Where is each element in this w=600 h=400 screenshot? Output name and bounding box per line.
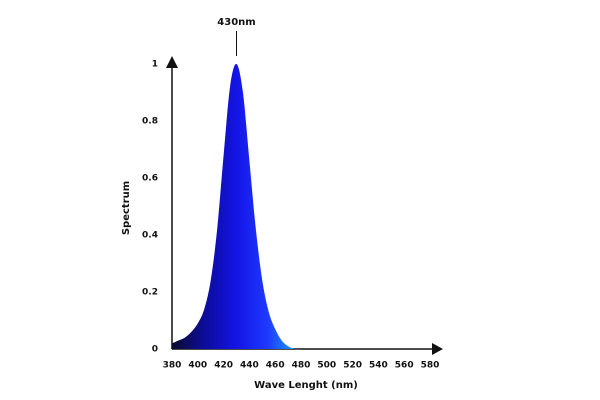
annotation: 430nm bbox=[217, 17, 255, 28]
y-tick-label: 0.6 bbox=[142, 174, 158, 184]
y-axis-arrow bbox=[166, 56, 178, 68]
y-tick-label: 1 bbox=[152, 60, 158, 70]
x-tick-label: 380 bbox=[163, 361, 182, 371]
x-tick-label: 500 bbox=[317, 361, 336, 371]
y-tick-label: 0.4 bbox=[142, 231, 158, 241]
y-axis-label: Spectrum bbox=[121, 181, 132, 235]
x-tick-label: 420 bbox=[214, 361, 233, 371]
x-axis-label: Wave Lenght (nm) bbox=[254, 380, 358, 391]
spectrum-area bbox=[172, 63, 301, 350]
y-tick-label: 0 bbox=[152, 345, 158, 355]
x-tick-label: 460 bbox=[266, 361, 285, 371]
x-tick-label: 480 bbox=[292, 361, 311, 371]
x-axis-arrow bbox=[432, 343, 443, 355]
x-tick-label: 520 bbox=[343, 361, 362, 371]
x-tick-label: 440 bbox=[240, 361, 259, 371]
y-tick-label: 0.2 bbox=[142, 288, 158, 298]
x-tick-label: 580 bbox=[421, 361, 440, 371]
x-tick-label: 400 bbox=[188, 361, 207, 371]
x-tick-label: 560 bbox=[395, 361, 414, 371]
y-tick-label: 0.8 bbox=[142, 117, 158, 127]
x-tick-label: 540 bbox=[369, 361, 388, 371]
